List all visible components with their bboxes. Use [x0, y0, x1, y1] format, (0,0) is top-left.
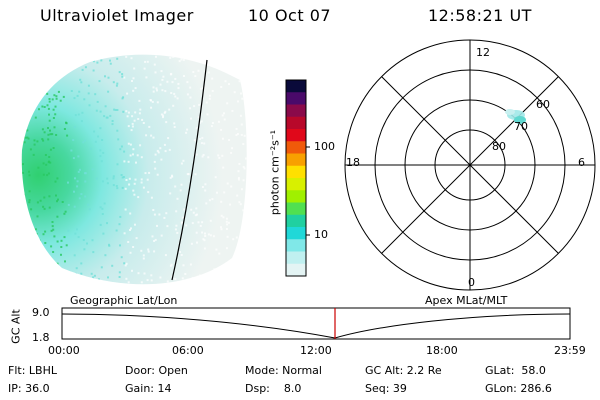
apex-header: Apex MLat/MLT — [425, 294, 508, 307]
mode-info: Mode: Normal — [245, 364, 322, 377]
x-tick-0000: 00:00 — [48, 344, 80, 357]
colorbar-cell — [286, 263, 306, 277]
x-tick-1200: 12:00 — [300, 344, 332, 357]
colorbar-cell — [286, 153, 306, 167]
terminator-line — [171, 59, 208, 281]
filter-info: Flt: LBHL — [8, 364, 57, 377]
colorbar-unit-label: photon cm⁻²s⁻¹ — [268, 129, 282, 216]
door-info: Door: Open — [125, 364, 188, 377]
colorbar-cell — [286, 178, 306, 191]
glat-info: GLat: 58.0 — [485, 364, 546, 377]
lat-label-80: 80 — [492, 140, 506, 153]
colorbar-tick-10: 10 — [314, 228, 328, 241]
colorbar-cell — [286, 104, 306, 118]
colorbar-cell — [286, 227, 306, 240]
x-tick-1800: 18:00 — [426, 344, 458, 357]
mlt-label-6: 6 — [578, 156, 585, 169]
mlt-label-12: 12 — [476, 46, 490, 59]
auroral-emission — [21, 54, 247, 285]
colorbar-cell — [286, 214, 306, 228]
mlt-label-18: 18 — [346, 156, 360, 169]
lat-label-60: 60 — [536, 98, 550, 111]
x-tick-0600: 06:00 — [172, 344, 204, 357]
gc-alt-info: GC Alt: 2.2 Re — [365, 364, 442, 377]
y-tick-9: 9.0 — [32, 306, 50, 319]
x-tick-2359: 23:59 — [554, 344, 586, 357]
colorbar-cell — [286, 202, 306, 216]
colorbar-cell — [286, 239, 306, 252]
lat-label-70: 70 — [514, 120, 528, 133]
colorbar-cell — [286, 141, 306, 154]
dsp-info: Dsp: 8.0 — [245, 382, 302, 395]
seq-info: Seq: 39 — [365, 382, 407, 395]
colorbar-cell — [286, 129, 306, 142]
observation-date: 10 Oct 07 — [248, 6, 332, 25]
geographic-header: Geographic Lat/Lon — [70, 294, 178, 307]
observation-time: 12:58:21 UT — [428, 6, 532, 25]
instrument-title: Ultraviolet Imager — [40, 6, 194, 25]
y-tick-1-8: 1.8 — [32, 331, 50, 344]
colorbar-cell — [286, 80, 306, 93]
mlt-label-0: 0 — [468, 276, 475, 289]
glon-info: GLon: 286.6 — [485, 382, 552, 395]
gc-alt-axis-label: GC Alt — [9, 309, 23, 344]
ip-info: IP: 36.0 — [8, 382, 50, 395]
colorbar-cell — [286, 92, 306, 105]
colorbar-cell — [286, 116, 306, 130]
colorbar-cell — [286, 251, 306, 265]
gain-info: Gain: 14 — [125, 382, 172, 395]
colorbar-tick-100: 100 — [314, 140, 335, 153]
colorbar-cell — [286, 165, 306, 179]
colorbar-cell — [286, 190, 306, 203]
